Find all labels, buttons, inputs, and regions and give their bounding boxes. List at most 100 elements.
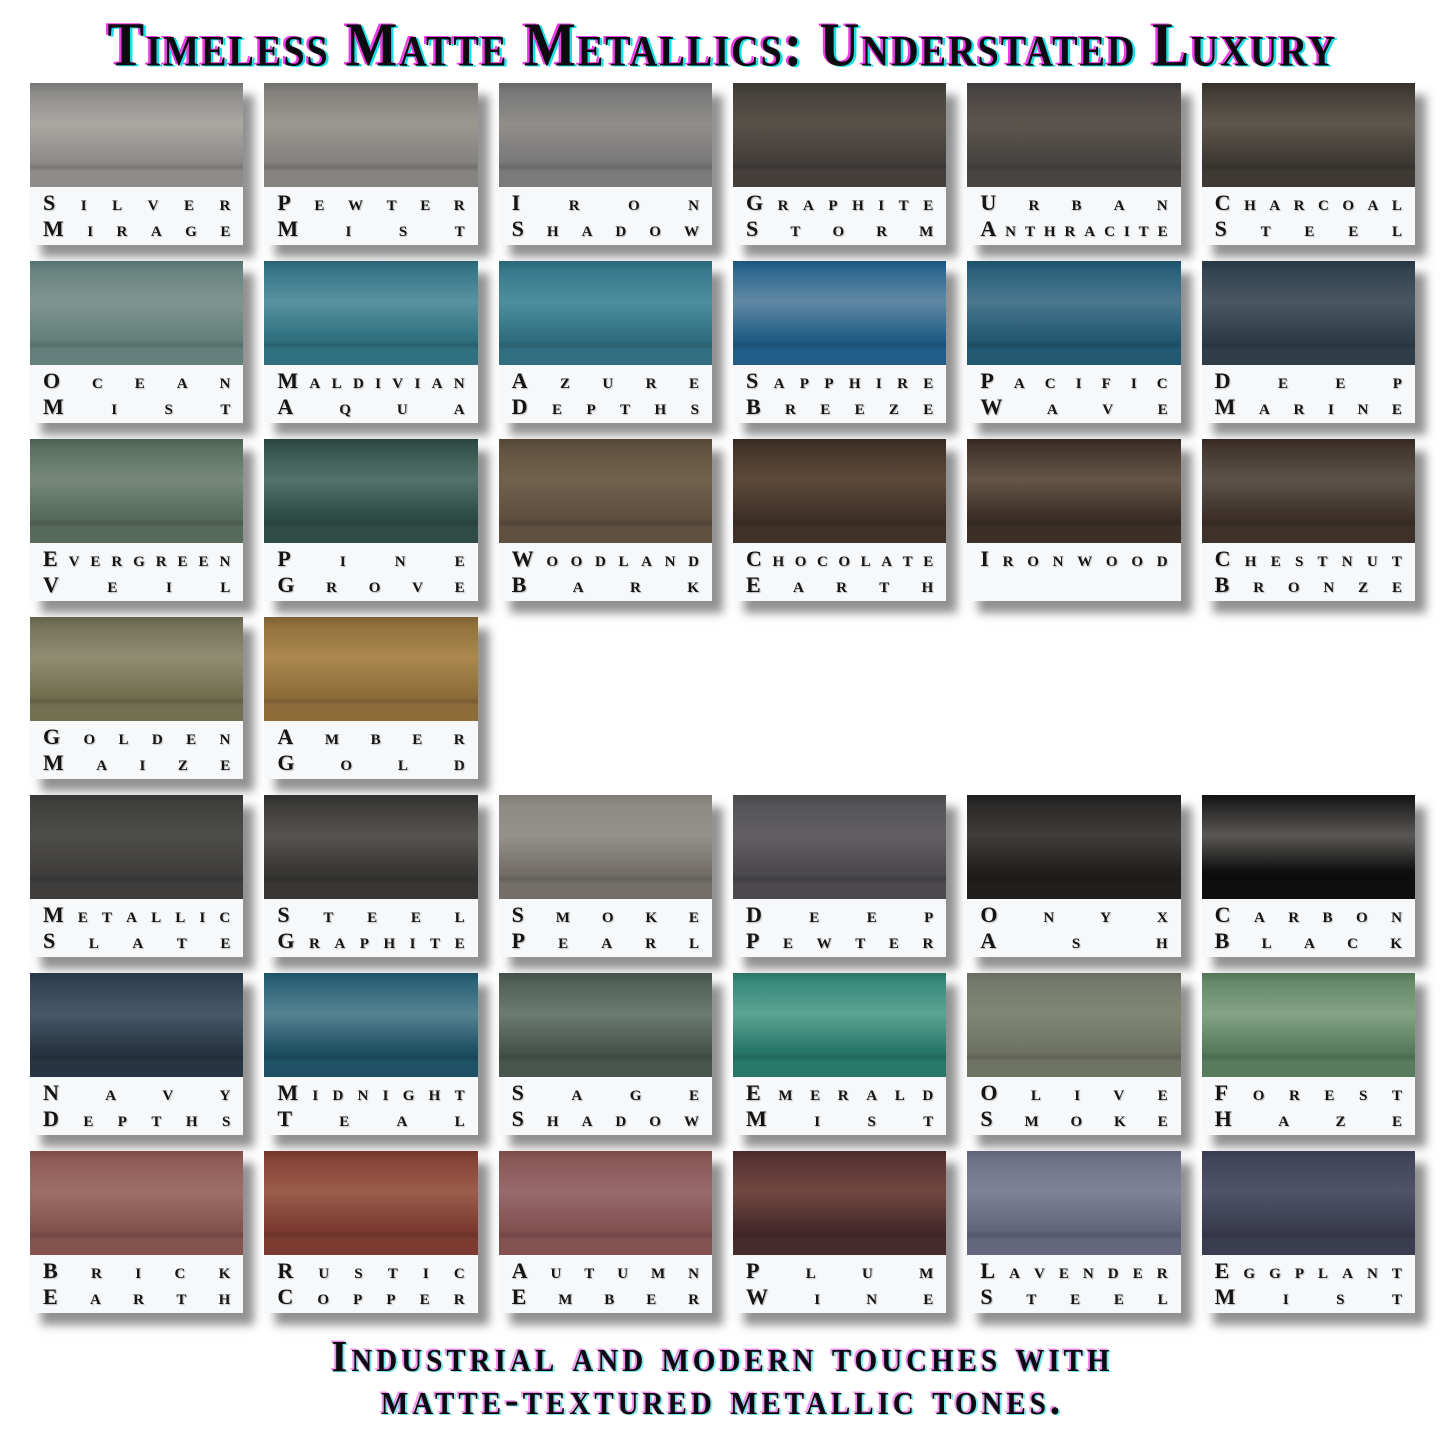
swatch-color-sample (264, 1151, 478, 1256)
swatch-color-sample (264, 795, 478, 900)
swatch-color-sample (1201, 795, 1415, 900)
swatch-color-sample (732, 261, 947, 366)
swatch-color-sample (967, 973, 1181, 1078)
swatch-color-sample (732, 1151, 947, 1256)
swatch-color-sample (498, 1151, 712, 1256)
swatch-color-sample (30, 1151, 244, 1256)
swatch-color-sample (732, 795, 947, 900)
swatch-color-sample (30, 439, 244, 544)
page-title: Timeless Matte Metallics: Understated Lu… (107, 10, 1338, 81)
title-area: Timeless Matte Metallics: Understated Lu… (0, 0, 1445, 77)
swatch-color-sample (264, 439, 478, 544)
swatch-color-sample (1201, 1151, 1415, 1256)
caption-area: Industrial and modern touches with matte… (0, 1333, 1445, 1422)
swatch-color-sample (30, 795, 244, 900)
swatch-color-sample (498, 83, 712, 188)
swatch-color-sample (967, 261, 1181, 366)
swatch-color-sample (1201, 439, 1415, 544)
swatch-color-sample (30, 261, 244, 366)
swatch-color-sample (967, 1151, 1181, 1256)
